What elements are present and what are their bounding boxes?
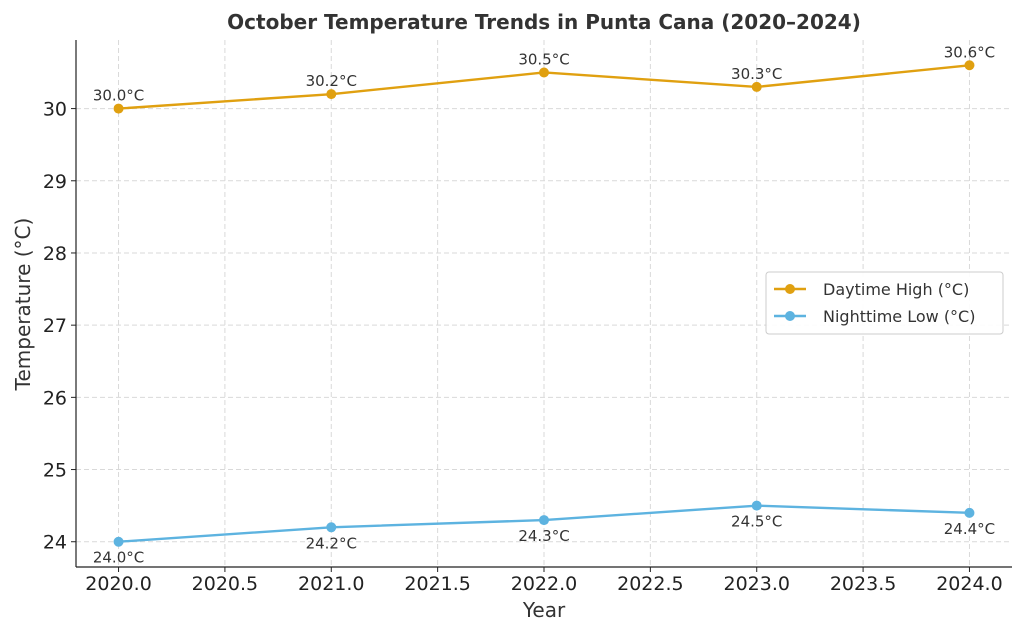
y-axis-ticks: 24 25 26 27 28 29 30: [43, 99, 76, 554]
data-point: [751, 500, 762, 511]
y-tick-label: 25: [43, 460, 67, 482]
data-labels: 30.0°C 30.2°C 30.5°C 30.3°C 30.6°C 24.0°C 24.2…: [93, 43, 995, 566]
data-point: [113, 103, 124, 114]
data-point: [326, 89, 337, 100]
y-tick-label: 27: [43, 315, 67, 337]
x-tick-label: 2024.0: [936, 573, 1002, 595]
legend-box: [765, 271, 1004, 335]
data-point: [964, 507, 975, 518]
data-point: [964, 60, 975, 71]
legend-marker: [785, 284, 795, 294]
data-label: 24.2°C: [306, 534, 357, 552]
x-tick-label: 2020.5: [192, 573, 258, 595]
x-tick-label: 2022.0: [511, 573, 577, 595]
y-tick-label: 24: [43, 532, 67, 554]
legend: Daytime High (°C) Nighttime Low (°C): [765, 271, 1004, 335]
data-point: [539, 67, 549, 78]
x-tick-label: 2022.5: [617, 573, 683, 595]
y-tick-label: 30: [43, 99, 67, 121]
legend-entry: Daytime High (°C): [823, 280, 969, 299]
y-axis-label: Temperature (°C): [11, 218, 35, 392]
x-axis-ticks: 2020.0 2020.5 2021.0 2021.5 2022.0 2022.5 2023…: [85, 567, 1003, 595]
chart-title: October Temperature Trends in Punta Cana…: [227, 10, 861, 34]
x-tick-label: 2021.5: [404, 573, 470, 595]
data-point: [326, 522, 337, 533]
x-tick-label: 2023.0: [723, 573, 789, 595]
data-point: [539, 515, 549, 526]
data-label: 30.5°C: [518, 50, 569, 68]
data-label: 24.0°C: [93, 549, 144, 567]
x-tick-label: 2020.0: [85, 573, 151, 595]
grid: [76, 40, 1012, 567]
data-label: 30.3°C: [731, 65, 782, 83]
x-axis-label: Year: [522, 598, 566, 622]
data-label: 24.5°C: [731, 513, 782, 531]
x-tick-label: 2021.0: [298, 573, 364, 595]
data-label: 30.0°C: [93, 87, 144, 105]
legend-entry: Nighttime Low (°C): [823, 307, 975, 326]
data-point: [751, 81, 762, 92]
data-label: 24.3°C: [518, 527, 569, 545]
series: [113, 60, 975, 547]
y-tick-label: 26: [43, 387, 67, 409]
data-label: 30.2°C: [306, 72, 357, 90]
data-label: 30.6°C: [944, 43, 995, 61]
y-tick-label: 28: [43, 243, 67, 265]
y-tick-label: 29: [43, 171, 67, 193]
data-point: [113, 536, 124, 547]
data-label: 24.4°C: [944, 520, 995, 538]
legend-marker: [785, 311, 795, 321]
x-tick-label: 2023.5: [830, 573, 896, 595]
